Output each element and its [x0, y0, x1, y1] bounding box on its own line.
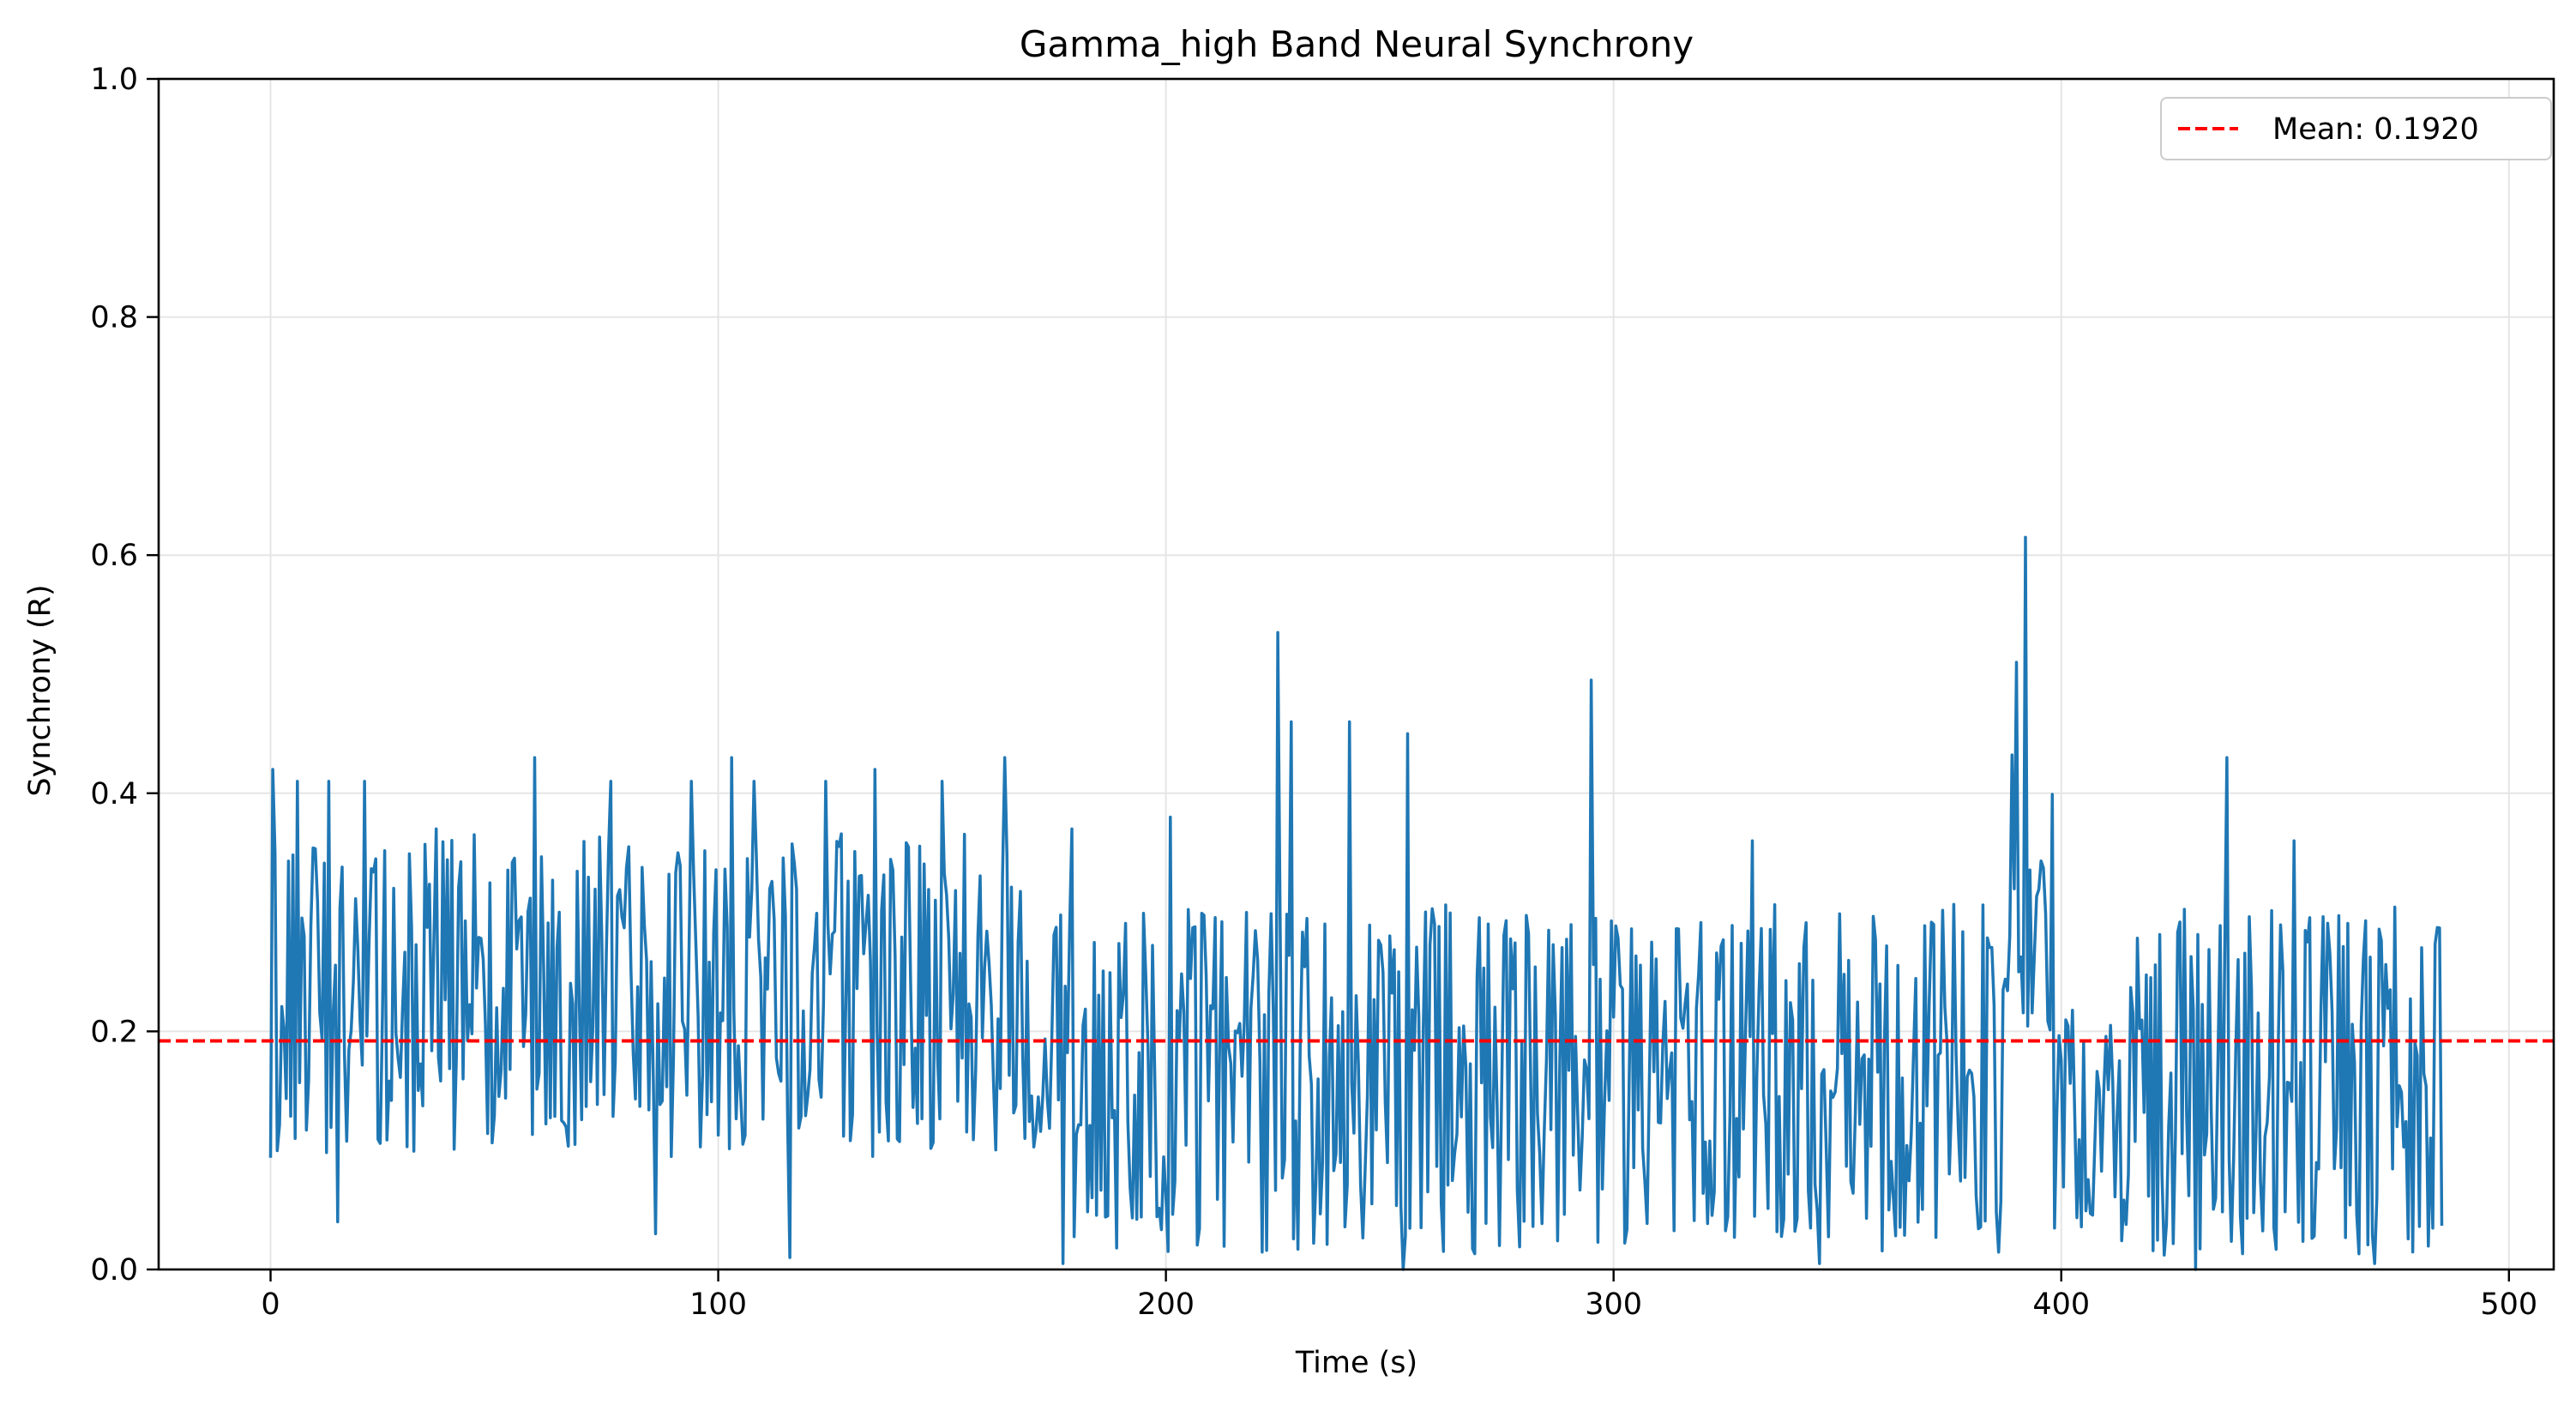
y-tick-label: 0.6 [90, 539, 138, 573]
series-layer [268, 535, 2444, 1271]
y-axis-ticks: 0.0 0.2 0.4 0.6 0.8 1.0 [90, 63, 159, 1287]
y-tick-label: 0.0 [90, 1253, 138, 1287]
y-tick-label: 0.8 [90, 301, 138, 335]
x-tick-label: 300 [1585, 1287, 1642, 1322]
y-tick-label: 1.0 [90, 63, 138, 97]
x-tick-label: 400 [2032, 1287, 2090, 1322]
x-axis-ticks: 0 100 200 300 400 500 [261, 1269, 2537, 1322]
x-tick-label: 200 [1137, 1287, 1195, 1322]
x-tick-label: 500 [2480, 1287, 2537, 1322]
x-tick-label: 100 [689, 1287, 747, 1322]
y-axis-label: Synchrony (R) [23, 584, 57, 796]
x-tick-label: 0 [261, 1287, 280, 1322]
x-axis-label: Time (s) [1295, 1346, 1417, 1380]
series-line [268, 535, 2444, 1271]
legend-label: Mean: 0.1920 [2272, 112, 2479, 147]
legend-box [2160, 97, 2552, 160]
plot-frame [157, 77, 2555, 1271]
chart-title: Gamma_high Band Neural Synchrony [1020, 23, 1694, 65]
legend: Mean: 0.1920 [2160, 97, 2552, 160]
y-tick-label: 0.2 [90, 1015, 138, 1049]
y-tick-label: 0.4 [90, 777, 138, 811]
